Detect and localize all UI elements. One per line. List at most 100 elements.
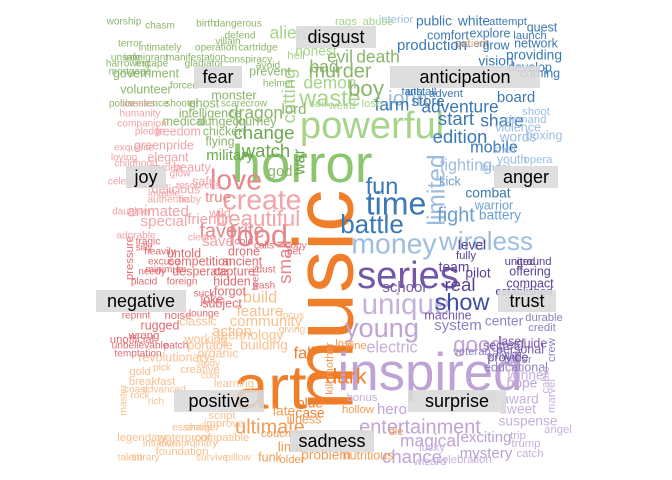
word-birth: birth [196, 19, 216, 30]
word-mobile: mobile [470, 138, 518, 156]
word-joke: joke [200, 292, 224, 306]
word-desperate: desperate [172, 264, 228, 278]
word-prevent: prevent [249, 64, 291, 78]
word-comfort: comfort [427, 28, 469, 42]
word-watch: watch [241, 140, 291, 161]
word-mother: mother [324, 342, 336, 377]
word-mystery: mystery [460, 445, 513, 462]
word-building: building [240, 338, 288, 353]
word-gold: gold [129, 366, 150, 378]
word-safe: safe [192, 174, 216, 188]
word-coast: coast [124, 385, 148, 396]
word-weird: weird [328, 100, 356, 112]
word-illness: illness [287, 412, 322, 426]
word-volunteer: volunteer [120, 82, 171, 96]
word-dragon: dragon [229, 103, 283, 123]
word-store: store [411, 93, 444, 110]
word-special: special [141, 213, 188, 230]
word-money: money [351, 229, 437, 261]
word-music: music [276, 190, 370, 411]
word-death: death [356, 47, 400, 67]
word-secret: secret [483, 338, 518, 352]
word-working: working [183, 332, 227, 346]
word-combat: combat [465, 186, 510, 201]
word-god: god [267, 163, 292, 180]
word-murder: murder [308, 60, 371, 82]
category-label-negative: negative [96, 290, 186, 312]
word-hidden: hidden [213, 274, 251, 288]
word-defend: defend [225, 31, 256, 42]
word-small: small [274, 240, 295, 283]
word-suspense: suspense [498, 414, 557, 429]
word-catch: catch [516, 448, 543, 460]
word-cable: cable [540, 366, 552, 393]
word-rags: rags [335, 16, 357, 28]
word-true: true [205, 189, 231, 206]
word-die: die [388, 426, 403, 438]
category-label-text: fear [202, 67, 233, 87]
word-warrior: warrior [474, 198, 513, 212]
category-label-joy: joy [126, 166, 166, 188]
word-adorable: adorable [116, 231, 156, 242]
word-intimately: intimately [139, 43, 183, 54]
word-soil: soil [310, 98, 327, 110]
word-crew: crew [546, 337, 558, 362]
word-vision: vision [478, 54, 513, 69]
word-machine: machine [424, 308, 471, 322]
word-adventure: adventure [421, 97, 498, 117]
word-battery: battery [479, 208, 521, 223]
word-install: install [408, 86, 437, 98]
category-label-text: positive [188, 391, 249, 411]
category-label-disgust: disgust [296, 26, 376, 48]
word-beauty: beauty [173, 160, 211, 174]
category-label-box [390, 66, 540, 88]
word-monster: monster [211, 88, 256, 102]
word-hero: hero [377, 401, 407, 418]
category-label-sadness: sadness [290, 430, 374, 452]
category-label-fear: fear [194, 66, 242, 88]
word-lost: lost [335, 338, 353, 350]
word-tragic: tragic [136, 237, 161, 248]
word-board: board [497, 89, 535, 106]
word-words: words [499, 130, 537, 145]
category-label-text: sadness [298, 431, 365, 451]
word-offering: offering [509, 264, 551, 278]
word-cutting: cutting [278, 69, 299, 124]
word-intelligence: intelligence [179, 106, 242, 120]
word-series: series [357, 254, 459, 297]
word-united: united [505, 256, 536, 268]
word-educational: educational [484, 360, 548, 374]
word-cover: cover [504, 354, 532, 366]
word-shell: shell [492, 144, 515, 156]
category-label-text: trust [509, 291, 544, 311]
word-share: share [480, 111, 524, 131]
word-battle: battle [340, 209, 404, 239]
word-network: network [514, 36, 559, 50]
word-conspiracy: conspiracy [224, 55, 273, 66]
word-change: change [233, 122, 294, 143]
word-exciting: exciting [461, 429, 512, 446]
word-organic: organic [198, 346, 239, 360]
word-team: team [439, 260, 470, 275]
word-pride: pride [166, 138, 194, 152]
word-fall: fall [294, 344, 315, 362]
word-real: real [444, 274, 475, 295]
word-immigrant: immigrant [124, 53, 169, 64]
word-journey: journey [235, 114, 278, 128]
word-build: build [243, 288, 277, 306]
word-interior: interior [379, 14, 414, 26]
word-resources: resources [176, 181, 220, 192]
word-companion: companion [117, 119, 166, 130]
word-blue: blue [297, 396, 323, 411]
word-childhood: childhood [114, 159, 157, 170]
word-pet: pet [287, 247, 301, 258]
word-dark: dark [325, 366, 366, 389]
word-heavily: heavily [144, 247, 176, 258]
word-system: system [434, 317, 482, 334]
word-pillow: pillow [225, 453, 251, 464]
word-trump: trump [512, 438, 541, 450]
word-baby: baby [179, 195, 202, 206]
word-legendary: legendary [117, 432, 167, 444]
word-revolutionary: revolutionary [138, 350, 210, 364]
